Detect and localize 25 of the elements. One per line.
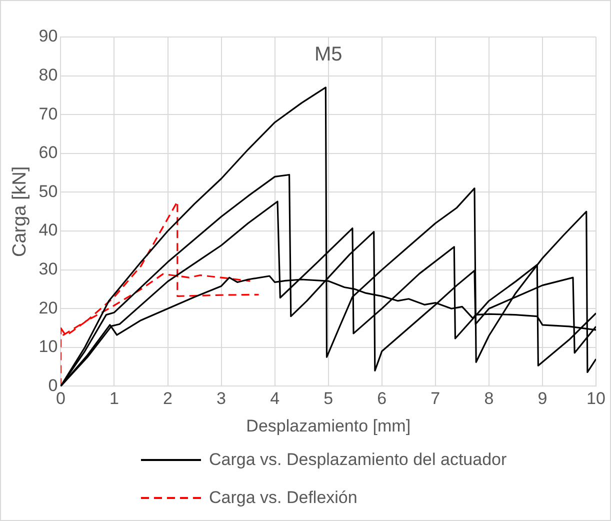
- x-tick-label: 6: [377, 389, 387, 408]
- x-tick-label: 7: [430, 389, 440, 408]
- y-tick-label: 30: [38, 259, 58, 278]
- legend-label: Carga vs. Desplazamiento del actuador: [209, 450, 507, 470]
- y-tick-label: 80: [38, 65, 58, 84]
- x-tick-label: 9: [538, 389, 548, 408]
- y-tick-label: 0: [48, 376, 58, 395]
- y-tick-label: 10: [38, 337, 58, 356]
- y-tick-label: 60: [38, 143, 58, 162]
- y-tick-label: 20: [38, 298, 58, 318]
- x-tick-label: 2: [163, 389, 172, 408]
- x-axis-title: Desplazamiento [mm]: [246, 416, 411, 436]
- x-tick-label: 10: [586, 389, 606, 408]
- x-tick-label: 4: [270, 389, 280, 408]
- y-tick-label: 90: [38, 26, 58, 46]
- legend-label: Carga vs. Deflexión: [209, 488, 358, 508]
- x-tick-label: 1: [110, 389, 119, 408]
- x-tick-label: 3: [216, 389, 226, 408]
- chart-title: M5: [314, 44, 342, 66]
- y-tick-label: 50: [38, 182, 58, 201]
- y-tick-label: 40: [38, 220, 58, 240]
- y-axis-title: Carga [kN]: [10, 166, 31, 258]
- x-tick-label: 5: [324, 389, 334, 408]
- x-tick-label: 8: [484, 389, 494, 408]
- y-tick-label: 70: [38, 104, 58, 124]
